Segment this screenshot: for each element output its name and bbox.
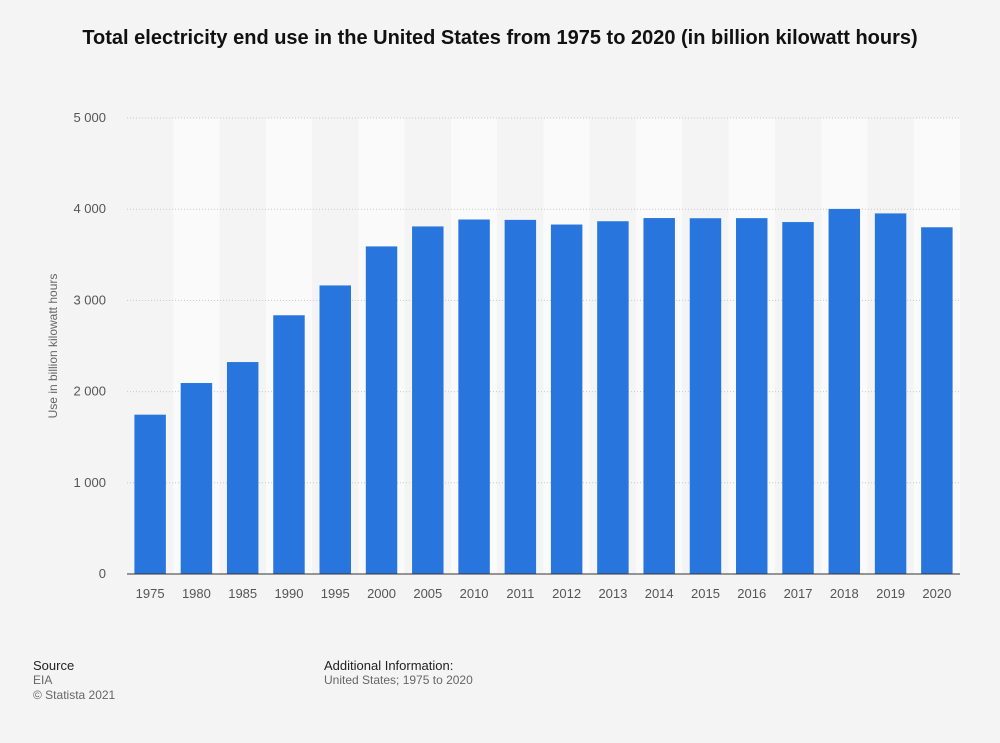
y-tick-label: 5 000	[73, 110, 106, 125]
x-tick-label: 2000	[367, 586, 396, 601]
source-block: Source EIA © Statista 2021	[33, 658, 115, 703]
x-tick-label: 2005	[413, 586, 442, 601]
chart-title: Total electricity end use in the United …	[82, 27, 918, 49]
gridlines	[127, 117, 960, 484]
copyright: © Statista 2021	[33, 688, 116, 702]
additional-info-value: United States; 1975 to 2020	[324, 673, 473, 687]
x-tick-label: 1990	[275, 586, 304, 601]
source-label: Source	[33, 658, 75, 673]
bar-1995[interactable]	[319, 285, 351, 574]
source-value[interactable]: EIA	[33, 673, 53, 687]
y-tick-label: 4 000	[73, 201, 106, 216]
additional-info-label: Additional Information:	[324, 658, 454, 673]
bar-2010[interactable]	[458, 219, 490, 574]
x-tick-label: 2012	[552, 586, 581, 601]
x-tick-label: 1995	[321, 586, 350, 601]
x-tick-labels: 1975 1980 1985 1990 1995 2000 2005 2010 2011 2012…	[136, 586, 952, 601]
bar-2011[interactable]	[504, 219, 537, 574]
x-tick-label: 2018	[830, 586, 859, 601]
x-tick-label: 2013	[598, 586, 627, 601]
bar-1985[interactable]	[226, 362, 259, 574]
x-tick-label: 1975	[136, 586, 165, 601]
y-tick-label: 0	[99, 566, 106, 581]
y-tick-labels: 0 1 000 2 000 3 000 4 000 5 000	[73, 110, 106, 581]
x-tick-label: 2011	[506, 586, 534, 601]
bar-1975[interactable]	[134, 414, 166, 574]
x-tick-label: 2019	[876, 586, 905, 601]
bar-2020[interactable]	[921, 227, 953, 574]
bar-1990[interactable]	[273, 315, 305, 574]
bar-2000[interactable]	[365, 246, 398, 574]
bar-2015[interactable]	[689, 218, 722, 574]
x-tick-label: 1985	[228, 586, 257, 601]
bar-2014[interactable]	[643, 218, 675, 575]
bar-2013[interactable]	[597, 221, 629, 574]
y-tick-label: 2 000	[73, 384, 106, 399]
bar-2012[interactable]	[550, 224, 583, 574]
bar-1980[interactable]	[180, 383, 213, 574]
x-tick-label: 2015	[691, 586, 720, 601]
bar-2018[interactable]	[828, 208, 861, 575]
x-tick-label: 1980	[182, 586, 211, 601]
bar-2019[interactable]	[874, 213, 907, 574]
x-tick-label: 2020	[922, 586, 951, 601]
y-tick-label: 1 000	[73, 475, 106, 490]
x-tick-label: 2017	[784, 586, 813, 601]
bar-2016[interactable]	[736, 218, 768, 574]
bars	[134, 208, 953, 575]
x-tick-label: 2010	[460, 586, 489, 601]
bar-2017[interactable]	[782, 222, 814, 574]
bar-2005[interactable]	[412, 226, 444, 574]
x-tick-label: 2014	[645, 586, 674, 601]
additional-info-block: Additional Information: United States; 1…	[324, 658, 473, 688]
x-tick-label: 2016	[737, 586, 766, 601]
y-axis-label: Use in billion kilowatt hours	[46, 274, 60, 419]
y-tick-label: 3 000	[73, 292, 106, 307]
